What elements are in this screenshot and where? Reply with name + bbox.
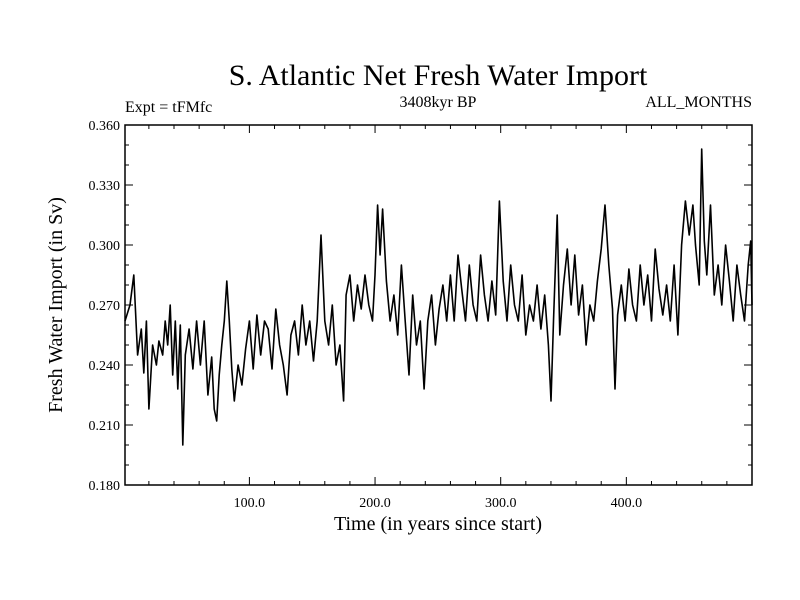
y-tick-label: 0.300 [89, 239, 121, 254]
x-tick-label: 100.0 [234, 496, 266, 511]
chart-title: S. Atlantic Net Fresh Water Import [229, 59, 648, 92]
y-tick-label: 0.330 [89, 179, 121, 194]
data-series [124, 148, 753, 446]
x-tick-label: 200.0 [359, 496, 391, 511]
x-axis-label: Time (in years since start) [334, 513, 542, 535]
x-tick-label: 300.0 [485, 496, 517, 511]
y-tick-label: 0.360 [89, 119, 121, 134]
y-tick-label: 0.270 [89, 299, 121, 314]
x-tick-label: 400.0 [611, 496, 643, 511]
experiment-label: Expt = tFMfc [125, 99, 212, 116]
y-tick-label: 0.210 [89, 419, 121, 434]
months-label: ALL_MONTHS [645, 94, 752, 111]
y-axis-label: Fresh Water Import (in Sv) [45, 197, 67, 413]
y-tick-label: 0.240 [89, 359, 121, 374]
series-line [124, 148, 753, 446]
period-label: 3408kyr BP [400, 94, 477, 111]
plot-frame [124, 124, 753, 486]
y-tick-label: 0.180 [89, 479, 121, 494]
